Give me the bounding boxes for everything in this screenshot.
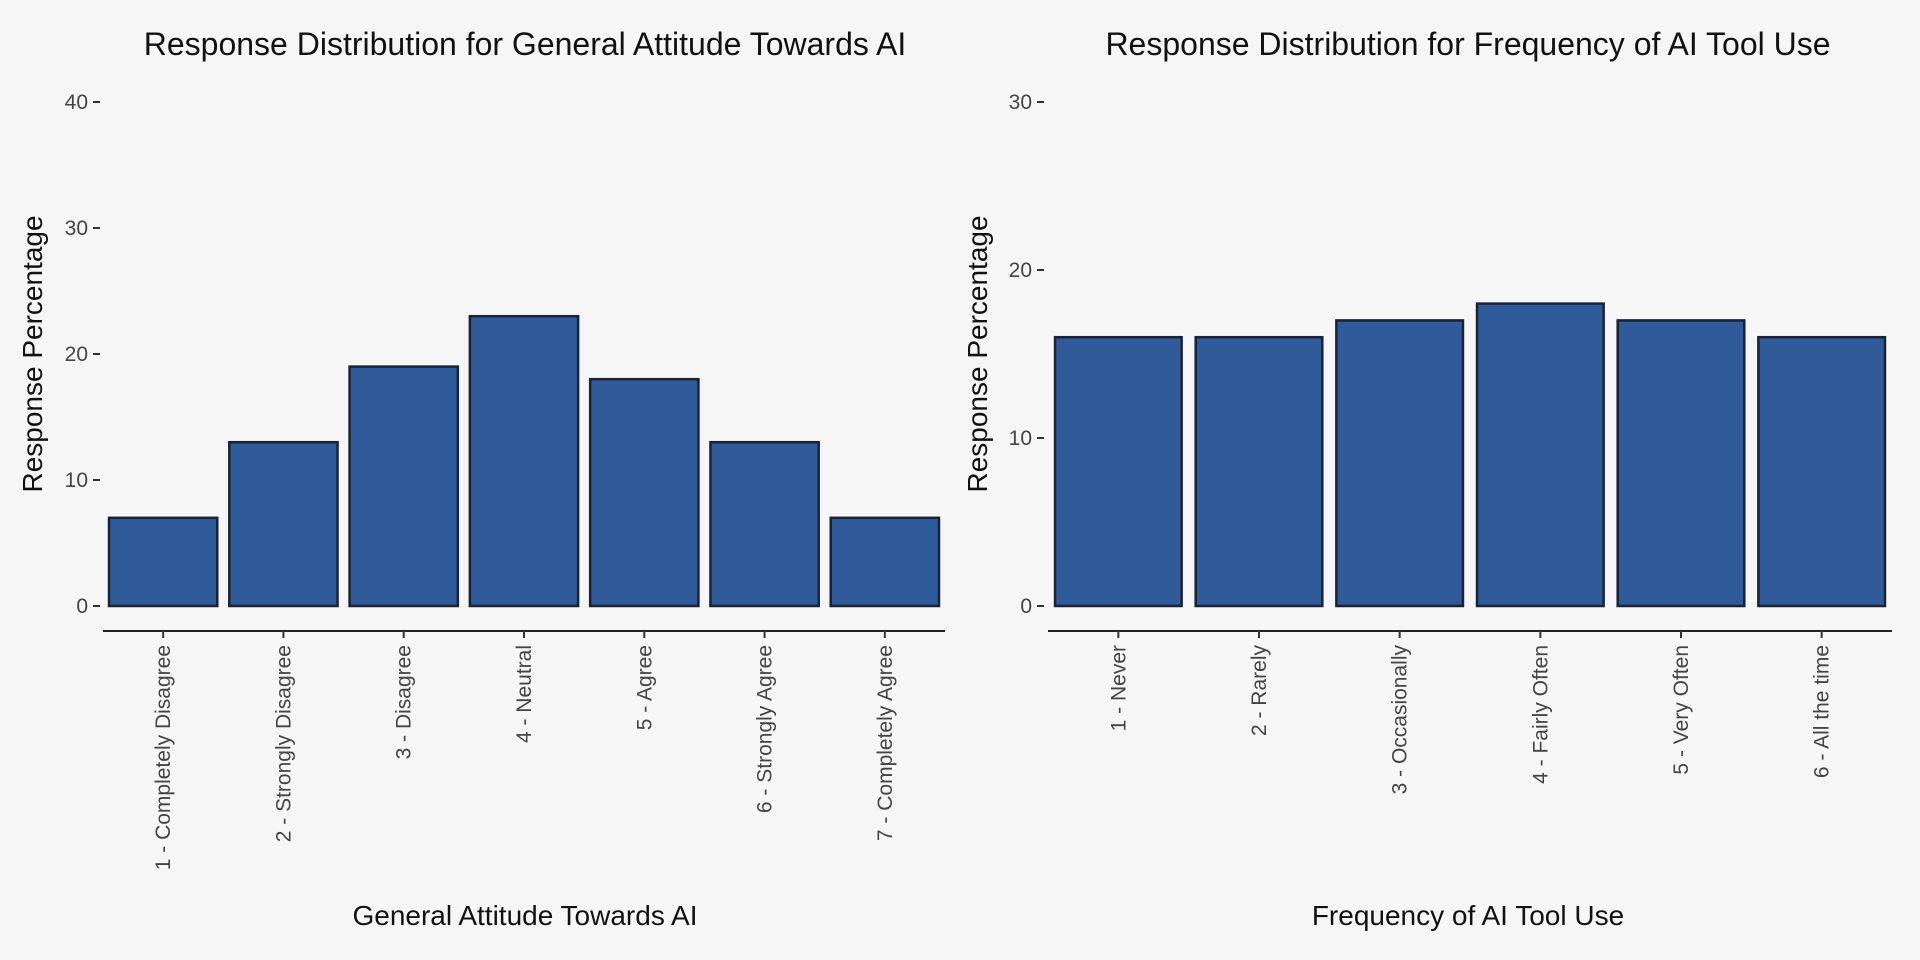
bar [1335,319,1465,608]
y-axis-label: Response Percentage [962,215,993,492]
x-axis-label: General Attitude Towards AI [352,900,697,931]
x-tick-label: 1 - Completely Disagree [152,645,175,870]
chart-title: Response Distribution for General Attitu… [144,26,906,62]
y-tick-label: 20 [1009,259,1032,282]
bar [348,365,460,608]
x-tick-label: 3 - Disagree [393,645,416,759]
chart-panel-1: Response Distribution for General Attitu… [17,26,945,931]
bar [829,516,941,608]
x-tick-label: 4 - Fairly Often [1529,645,1552,784]
x-tick-label: 6 - All the time [1811,645,1834,778]
x-tick-label: 5 - Very Often [1670,645,1693,775]
y-tick-label: 10 [65,469,88,492]
y-tick-label: 40 [65,91,88,114]
y-tick-label: 0 [1020,595,1032,618]
bar [1053,335,1183,608]
bar [228,440,339,608]
bar [709,440,820,608]
y-tick-label: 30 [1009,91,1032,114]
x-tick-label: 1 - Never [1107,645,1130,731]
bar [1475,302,1605,608]
x-tick-label: 7 - Completely Agree [874,645,897,841]
y-tick-label: 20 [65,343,88,366]
x-tick-label: 2 - Strongly Disagree [272,645,295,842]
x-tick-label: 2 - Rarely [1248,645,1271,737]
bar [1194,335,1324,608]
x-tick-label: 6 - Strongly Agree [754,645,777,813]
y-tick-label: 30 [65,217,88,240]
y-axis-label: Response Percentage [17,215,48,492]
bar [107,516,219,608]
x-tick-label: 5 - Agree [633,645,656,730]
bar [1757,335,1887,608]
x-tick-label: 3 - Occasionally [1389,645,1412,795]
x-tick-label: 4 - Neutral [513,645,536,743]
bar [588,377,700,608]
y-tick-label: 10 [1009,427,1032,450]
bar [1616,319,1746,608]
chart-title: Response Distribution for Frequency of A… [1105,26,1830,62]
bar [468,314,580,608]
x-axis-label: Frequency of AI Tool Use [1312,900,1624,931]
chart-panel-2: Response Distribution for Frequency of A… [962,26,1892,931]
y-tick-label: 0 [76,595,88,618]
